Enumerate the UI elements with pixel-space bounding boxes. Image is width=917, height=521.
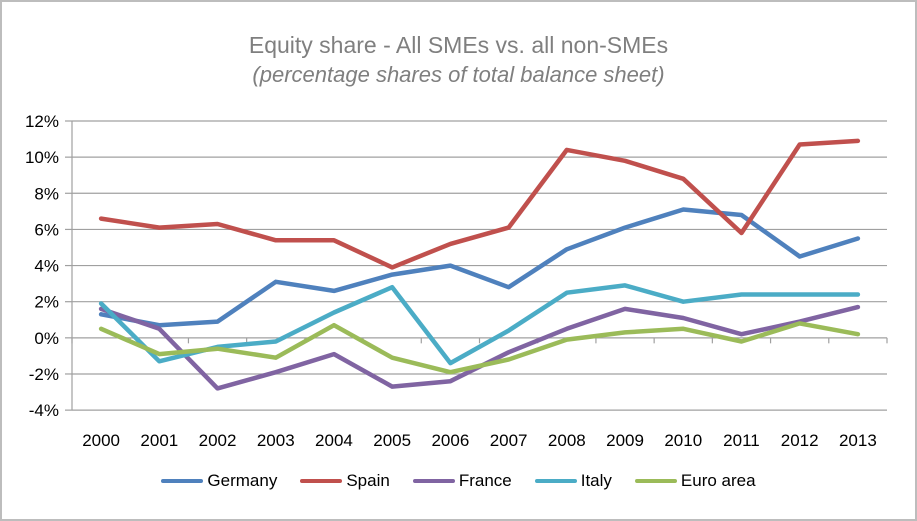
x-axis-label: 2002	[199, 431, 237, 450]
legend-label-germany: Germany	[207, 471, 278, 490]
y-axis-tick-label: 0%	[34, 329, 59, 348]
x-axis-label: 2004	[315, 431, 353, 450]
series-line-germany	[98, 207, 861, 328]
y-axis-tick-label: 12%	[25, 112, 59, 131]
x-axis-label: 2009	[606, 431, 644, 450]
x-axis-label: 2005	[373, 431, 411, 450]
x-axis-label: 2012	[781, 431, 819, 450]
legend-item-italy: Italy	[534, 471, 612, 491]
legend-label-italy: Italy	[580, 471, 612, 490]
y-axis-tick-label: 6%	[34, 220, 59, 239]
legend-swatch-euro-area	[634, 478, 677, 484]
x-axis-label: 2001	[140, 431, 178, 450]
legend-swatch-france	[412, 478, 455, 484]
legend-item-spain: Spain	[300, 471, 390, 491]
legend-item-germany: Germany	[161, 471, 277, 491]
y-axis-tick-label: 8%	[34, 184, 59, 203]
legend-label-france: France	[458, 471, 512, 490]
x-axis-label: 2008	[548, 431, 586, 450]
x-axis-label: 2010	[664, 431, 702, 450]
legend-swatch-italy	[534, 478, 577, 484]
x-axis-label: 2007	[490, 431, 528, 450]
legend-item-euro-area: Euro area	[634, 471, 756, 491]
x-axis-label: 2006	[431, 431, 469, 450]
legend: Germany Spain France Italy Euro area	[2, 471, 915, 491]
y-axis-tick-label: 10%	[25, 148, 59, 167]
y-axis-tick-label: 4%	[34, 257, 59, 276]
legend-swatch-spain	[300, 478, 343, 484]
legend-swatch-germany	[161, 478, 204, 484]
legend-label-euro-area: Euro area	[680, 471, 756, 490]
y-axis-tick-label: 2%	[34, 293, 59, 312]
x-axis-label: 2013	[839, 431, 877, 450]
legend-label-spain: Spain	[346, 471, 390, 490]
x-axis-label: 2003	[257, 431, 295, 450]
series-line-italy	[98, 283, 861, 366]
y-axis-tick-label: -2%	[29, 365, 59, 384]
series-line-euro-area	[98, 321, 861, 375]
series-line-spain	[98, 138, 861, 270]
x-axis-label: 2000	[82, 431, 120, 450]
legend-item-france: France	[412, 471, 512, 491]
x-axis-label: 2011	[723, 431, 760, 450]
y-axis-tick-label: -4%	[29, 401, 59, 420]
